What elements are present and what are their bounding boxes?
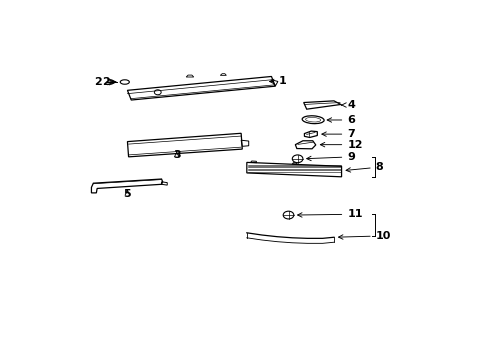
Text: 8: 8 (346, 162, 383, 172)
Text: 11: 11 (297, 209, 362, 219)
Text: 3: 3 (173, 150, 180, 159)
Text: 4: 4 (341, 100, 354, 110)
Text: 6: 6 (326, 115, 354, 125)
Text: 9: 9 (306, 152, 354, 162)
Text: 5: 5 (123, 189, 131, 199)
Text: 12: 12 (320, 140, 362, 150)
Text: 7: 7 (321, 129, 354, 139)
Text: 10: 10 (338, 231, 390, 241)
Text: 1: 1 (269, 76, 286, 86)
Text: 2: 2 (94, 77, 116, 87)
Text: 2: 2 (102, 77, 109, 87)
